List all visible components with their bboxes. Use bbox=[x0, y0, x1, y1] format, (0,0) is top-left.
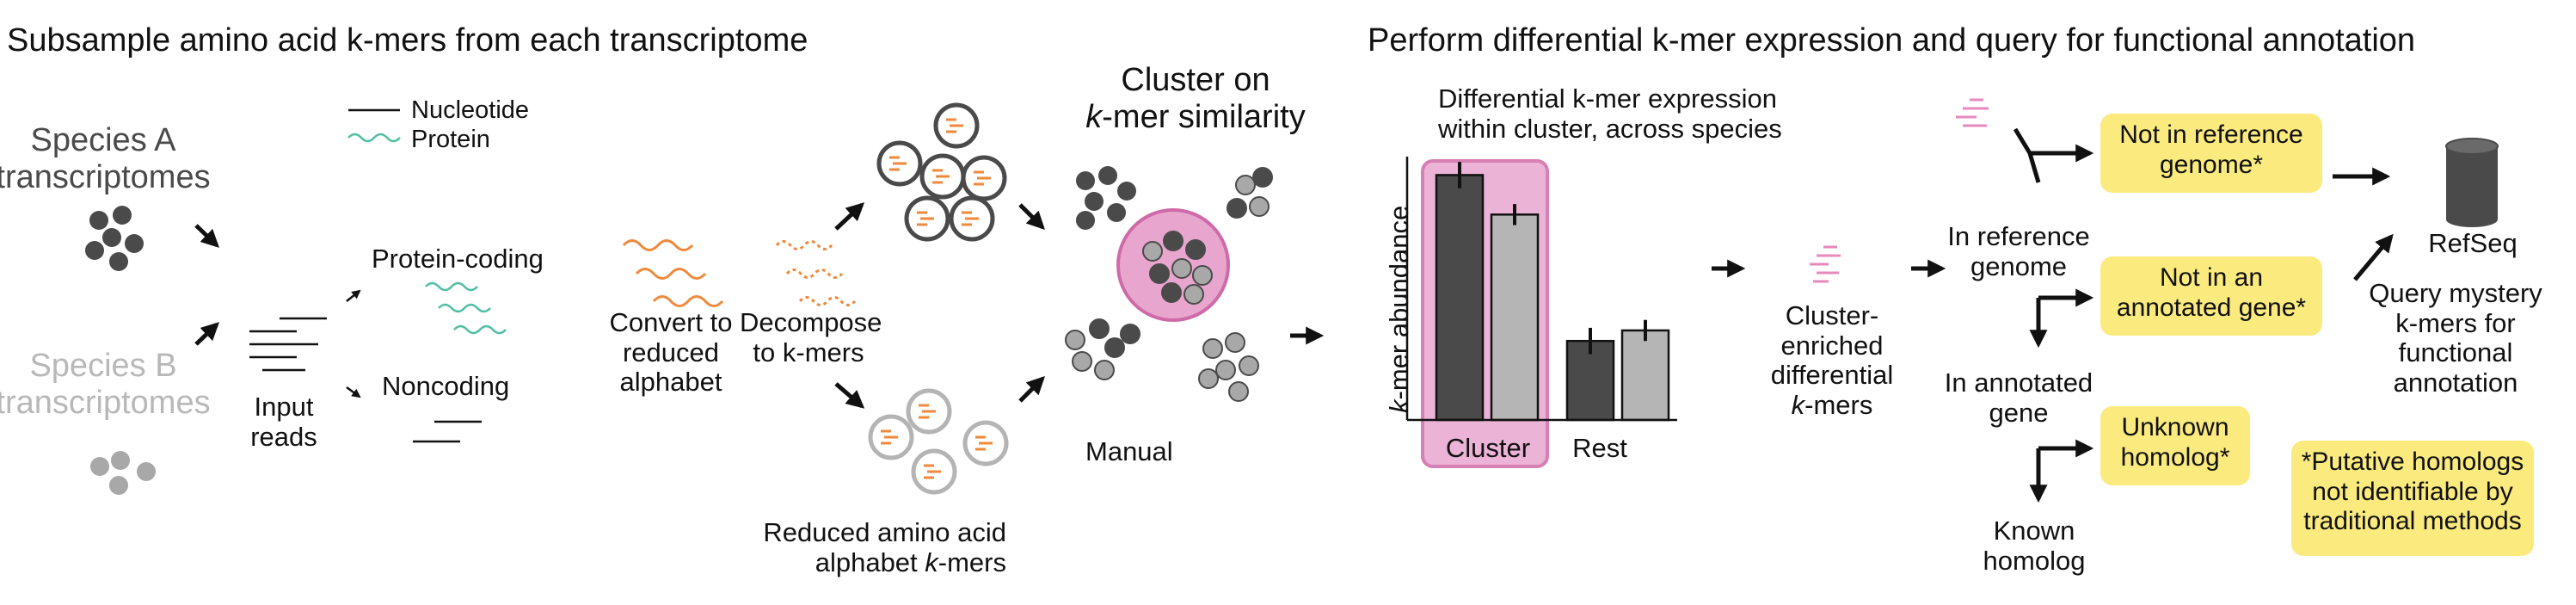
enriched-kmers-label: Cluster-enriched differential k-mers bbox=[1770, 300, 1894, 421]
input-reads-lines bbox=[249, 317, 327, 372]
arrow-bottom-to-cluster bbox=[1018, 376, 1045, 403]
query-label: Query mystery k-mers for functional annotat… bbox=[2369, 278, 2542, 398]
legend-protein-label: Protein bbox=[411, 126, 490, 153]
legend-nucleotide-label: Nucleotide bbox=[411, 96, 530, 124]
bar-rest-series-2 bbox=[1620, 329, 1670, 422]
manual-label: Manual bbox=[1085, 436, 1173, 466]
species-a-dots bbox=[85, 206, 144, 271]
cluster-light-group-bottom-right bbox=[1198, 332, 1259, 402]
protein-coding-label: Protein-coding bbox=[372, 244, 544, 274]
arrow-species-b bbox=[194, 322, 220, 346]
decompose-label: Decompose to k-mers bbox=[740, 307, 882, 367]
query-kmer-icon bbox=[1956, 98, 1989, 127]
in-annotated-label: In annotated gene bbox=[1944, 367, 2093, 428]
cluster-mixed-group-top-right bbox=[1227, 167, 1273, 219]
callout-putative-homologs: *Putative homologs not identifiable by tra… bbox=[2291, 441, 2534, 556]
arrow-to-kmer-circles-top bbox=[834, 202, 865, 231]
species-b-dots bbox=[90, 451, 156, 495]
noncoding-lines bbox=[413, 420, 482, 443]
arrow-top-to-cluster bbox=[1018, 203, 1045, 230]
callout-not-in-ref: Not in reference genome* bbox=[2100, 114, 2322, 193]
arrow-to-protein-coding bbox=[346, 289, 361, 302]
refseq-label: RefSeq bbox=[2428, 228, 2518, 258]
reduced-kmers-label: Reduced amino acid alphabet k-mers bbox=[763, 517, 1006, 577]
input-reads-label: Input reads bbox=[250, 392, 317, 452]
chart-category-cluster: Cluster bbox=[1445, 433, 1531, 463]
bar-cluster-series-2 bbox=[1490, 213, 1540, 422]
decision-tree-lines bbox=[2013, 127, 2094, 503]
cluster-dark-group-top-left bbox=[1076, 166, 1136, 230]
chart-heading: Differential k-mer expression within clus… bbox=[1438, 83, 1782, 144]
kmer-circles-top bbox=[876, 102, 1007, 242]
cluster-title: Cluster on k-mer similarity bbox=[1085, 62, 1306, 135]
database-icon bbox=[2445, 138, 2499, 227]
arrow-to-kmer-circles-bottom bbox=[834, 382, 865, 409]
callout-not-annotated: Not in an annotated gene* bbox=[2100, 256, 2322, 336]
bar-cluster-series-1 bbox=[1435, 174, 1485, 422]
legend-protein-line bbox=[347, 133, 401, 143]
arrow-to-noncoding bbox=[346, 386, 361, 398]
callout-unknown-homolog: Unknown homolog* bbox=[2100, 406, 2250, 485]
abundance-bar-chart bbox=[1405, 157, 1677, 468]
arrow-not-annot-to-refseq bbox=[2353, 233, 2394, 281]
chart-category-rest: Rest bbox=[1572, 433, 1627, 463]
convert-label: Convert to reduced alphabet bbox=[609, 307, 733, 398]
in-ref-label: In reference genome bbox=[1947, 221, 2090, 281]
enriched-kmer-icon bbox=[1810, 245, 1841, 283]
cluster-mixed-group-bottom-left bbox=[1065, 318, 1140, 380]
known-homolog-label: Known homolog bbox=[1983, 515, 2086, 576]
noncoding-label: Noncoding bbox=[382, 371, 510, 401]
kmer-circles-bottom bbox=[868, 388, 1009, 495]
cluster-circle-members bbox=[1142, 231, 1213, 305]
left-section-title: Subsample amino acid k-mers from each tr… bbox=[7, 22, 808, 59]
decomposed-kmer-squiggles bbox=[775, 240, 857, 306]
arrow-species-a bbox=[194, 224, 220, 248]
right-section-title: Perform differential k-mer expression an… bbox=[1368, 22, 2416, 59]
chart-y-axis-label: k-mer abundance bbox=[1384, 205, 1414, 413]
reduced-alphabet-squiggles bbox=[622, 239, 724, 307]
protein-coding-squiggles bbox=[425, 281, 507, 335]
